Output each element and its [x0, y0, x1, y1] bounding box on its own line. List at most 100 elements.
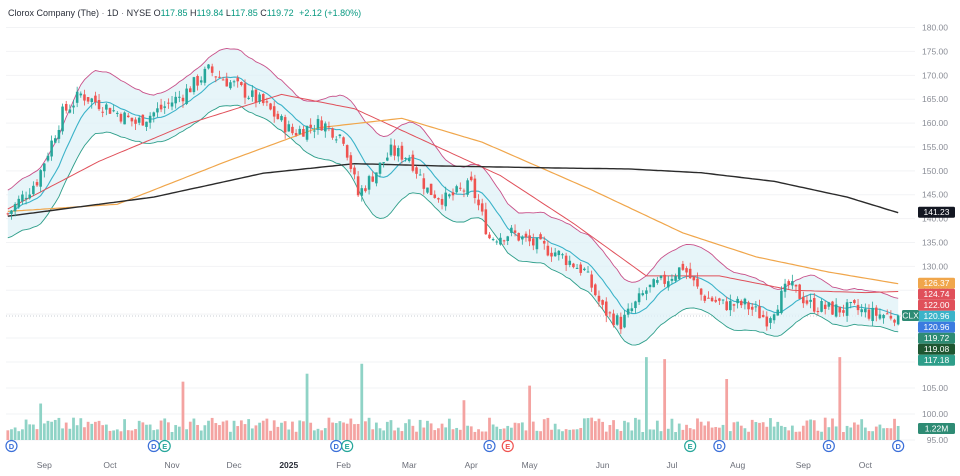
candle-body — [429, 183, 433, 195]
event-marker-label: D — [717, 442, 723, 451]
candle-body — [134, 119, 137, 124]
volume-bar — [115, 429, 119, 440]
event-marker-circle — [892, 439, 905, 453]
candle — [261, 93, 265, 106]
symbol-name[interactable]: Clorox Company (The) — [8, 8, 100, 18]
candle — [802, 291, 805, 308]
volume-value-bg — [918, 423, 955, 434]
candle-body — [875, 307, 878, 316]
volume-bar — [134, 429, 137, 440]
candle-body — [75, 91, 79, 103]
candle-body — [652, 279, 655, 288]
candle-body — [648, 284, 652, 288]
candle — [400, 141, 404, 164]
volume-bar — [287, 429, 291, 440]
volume-bar — [889, 428, 893, 440]
candle — [10, 209, 13, 220]
volume-bar — [444, 427, 448, 440]
candle-body — [396, 148, 400, 157]
event-marker: E — [341, 439, 354, 453]
volume-bar — [685, 424, 688, 440]
candle-body — [564, 255, 568, 266]
event-marker-circle — [501, 439, 514, 453]
event-marker-label: E — [505, 442, 510, 451]
time-axis: Sep Oct Nov Dec 2025 Feb Mar Apr May Jun Jul Aug Sep… — [37, 460, 873, 470]
candle — [820, 298, 823, 313]
volume-bar — [188, 421, 192, 440]
candle-body — [896, 315, 900, 325]
open-label: O — [153, 8, 161, 18]
symbol-badge: CLX — [902, 310, 919, 321]
volume-bar — [717, 427, 721, 440]
event-marker: D — [330, 439, 343, 453]
volume-bar — [174, 425, 178, 440]
close-value: 119.72 — [266, 8, 294, 18]
candle-body — [382, 162, 385, 164]
volume-bar — [816, 430, 820, 440]
volume-bar — [28, 424, 32, 440]
candle — [776, 304, 780, 316]
price-tick-label: 150.00 — [922, 166, 948, 176]
candle — [692, 276, 696, 287]
price-tag-bg — [918, 277, 955, 289]
volume-bar — [305, 373, 309, 440]
event-marker-circle — [483, 439, 496, 453]
volume-bar — [582, 418, 586, 440]
candle-body — [831, 301, 834, 315]
candle — [714, 296, 718, 303]
event-marker-label: E — [688, 442, 693, 451]
candle — [440, 194, 444, 210]
candle-body — [43, 163, 46, 172]
candle-body — [97, 100, 101, 110]
time-tick-label: Mar — [402, 460, 417, 470]
volume-bar — [849, 427, 853, 440]
price-tag-label: 117.18 — [924, 355, 950, 365]
volume-bar — [495, 426, 499, 440]
price-tag: 117.18 — [918, 354, 955, 366]
volume-bar — [6, 430, 10, 440]
candle-body — [707, 297, 710, 299]
price-tick-label: 145.00 — [922, 190, 948, 200]
volume-bar — [732, 422, 736, 440]
candle — [148, 112, 152, 129]
candle-body — [360, 188, 364, 196]
candle — [885, 309, 889, 315]
candle-body — [729, 300, 732, 311]
volume-bar — [72, 417, 75, 440]
candle-body — [101, 111, 104, 113]
price-tag-bg — [918, 354, 955, 366]
volume-bar — [312, 430, 316, 440]
candle-body — [783, 283, 787, 292]
volume-bar — [57, 417, 61, 440]
candle-body — [126, 115, 130, 118]
candle — [495, 239, 499, 245]
candle — [758, 299, 761, 319]
price-tick-label: 135.00 — [922, 237, 948, 247]
volume-bar — [539, 431, 542, 440]
volume-bar — [269, 430, 272, 440]
volume-bar — [561, 431, 564, 440]
candle-body — [794, 284, 798, 287]
candle-body — [688, 268, 692, 279]
candle-body — [35, 182, 39, 186]
volume-bar — [488, 417, 491, 440]
event-marker-label: D — [334, 442, 340, 451]
candle-body — [422, 178, 426, 189]
candle-body — [159, 104, 163, 110]
interval[interactable]: 1D — [107, 8, 119, 18]
candle-body — [444, 192, 447, 207]
event-marker-circle — [158, 439, 171, 453]
candle — [152, 111, 156, 123]
volume-bar — [418, 419, 422, 440]
candle — [349, 152, 353, 173]
candle-body — [50, 140, 53, 157]
candle-body — [510, 227, 513, 233]
candle-body — [597, 295, 601, 302]
candle — [57, 125, 61, 144]
volume-bar — [331, 422, 334, 440]
volume-bar — [619, 430, 623, 440]
candle — [451, 188, 455, 201]
candle-body — [145, 121, 148, 127]
candle-body — [324, 123, 327, 132]
